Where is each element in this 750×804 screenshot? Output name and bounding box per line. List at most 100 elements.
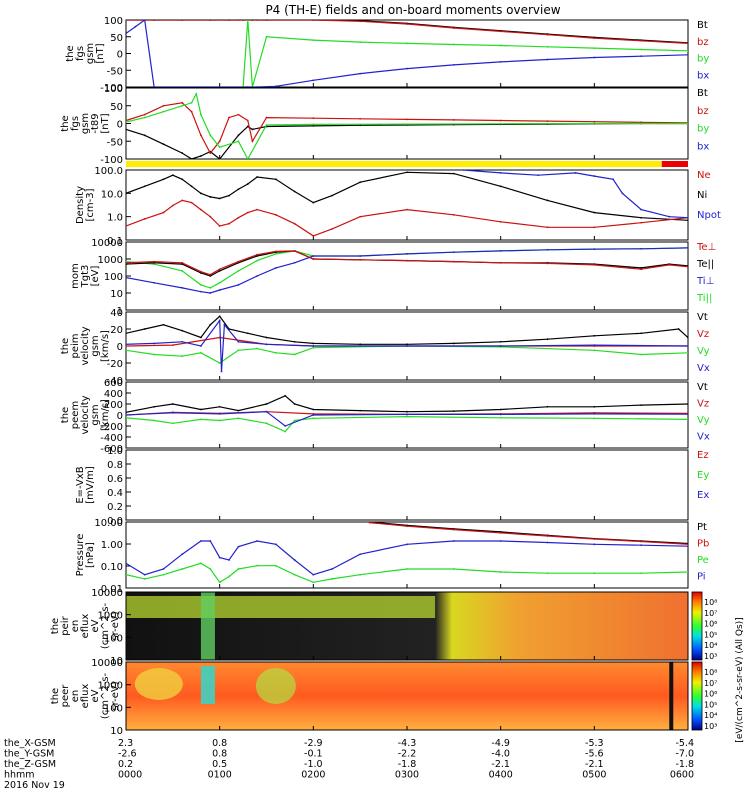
panel-frame: [125, 449, 689, 521]
data-point: [126, 192, 127, 195]
data-point: [200, 272, 202, 274]
data-point: [228, 559, 230, 561]
data-point: [265, 343, 268, 346]
legend-entry: by: [697, 124, 709, 135]
series-line-vt: [126, 315, 688, 345]
data-point: [546, 226, 549, 229]
ephemeris-value: -2.1: [585, 759, 604, 770]
ephemeris-value: 0.8: [212, 738, 227, 749]
data-point: [452, 119, 455, 121]
legend-entry: Ti⊥: [696, 276, 714, 287]
data-point: [181, 261, 184, 264]
data-point: [209, 323, 212, 326]
data-point: [312, 408, 315, 411]
data-point: [546, 572, 549, 575]
data-point: [406, 67, 408, 70]
data-point: [462, 170, 465, 171]
colorbar-tick-label: 10³: [704, 722, 717, 731]
spectrogram-band: [200, 666, 215, 704]
data-point: [687, 49, 688, 52]
ephemeris-value: -2.1: [491, 759, 510, 770]
data-point: [274, 564, 277, 567]
data-point: [256, 255, 259, 257]
data-point: [126, 32, 127, 35]
data-point: [546, 248, 549, 251]
data-point: [640, 268, 643, 271]
data-point: [256, 259, 259, 262]
ephemeris-value: 0000: [118, 770, 142, 781]
y-tick-label: 0.0: [107, 516, 123, 527]
legend-entry: Vy: [697, 346, 710, 357]
data-point: [687, 403, 688, 405]
data-point: [246, 332, 249, 335]
data-point: [256, 564, 259, 567]
data-point: [126, 349, 127, 352]
data-point: [668, 263, 671, 266]
data-point: [406, 525, 408, 528]
data-point: [143, 218, 146, 220]
series-line-npot: [463, 170, 688, 219]
series-line-vt: [126, 395, 688, 413]
data-point: [200, 192, 202, 195]
data-point: [237, 568, 240, 570]
data-point: [209, 134, 212, 137]
data-point: [171, 403, 174, 405]
data-point: [153, 342, 156, 345]
data-point: [209, 273, 212, 276]
y-tick-label: 0.6: [107, 474, 123, 485]
y-axis-label: the: [60, 338, 71, 354]
data-point: [640, 544, 643, 547]
data-point: [143, 134, 146, 137]
data-point: [218, 281, 221, 284]
data-point: [640, 216, 643, 219]
y-axis-label: (cm^2-s-: [100, 672, 111, 719]
data-point: [134, 25, 137, 28]
data-point: [452, 172, 455, 175]
ephemeris-value: -1.0: [304, 759, 323, 770]
data-point: [200, 408, 202, 411]
series-line-vy: [126, 415, 688, 433]
data-point: [246, 125, 249, 128]
legend-entry: Vx: [697, 432, 710, 443]
y-axis-label: velocity: [80, 395, 91, 434]
data-point: [499, 119, 502, 122]
data-point: [546, 262, 549, 265]
ephemeris-row-label: the_X-GSM: [4, 738, 56, 749]
data-point: [406, 568, 408, 570]
data-point: [256, 253, 259, 256]
data-point: [162, 104, 165, 107]
y-axis-label: eflux: [80, 614, 91, 639]
data-point: [406, 208, 408, 211]
data-point: [293, 249, 296, 252]
legend-entry: Ex: [697, 490, 709, 501]
data-point: [687, 246, 688, 249]
y-tick-label: 0: [117, 120, 123, 131]
data-point: [200, 283, 202, 286]
y-axis-label: the: [60, 115, 71, 131]
data-point: [499, 185, 502, 188]
data-point: [143, 185, 146, 188]
data-point: [200, 345, 202, 347]
data-point: [218, 581, 221, 584]
spectrogram-band: [126, 596, 436, 618]
y-tick-label: 10000: [91, 658, 123, 669]
data-point: [546, 338, 549, 341]
legend-entry: Vy: [697, 415, 710, 426]
data-point: [181, 329, 184, 332]
colorbar: [691, 591, 703, 661]
data-point: [406, 252, 408, 255]
data-point: [687, 219, 688, 222]
data-point: [640, 353, 643, 356]
data-point: [246, 158, 249, 159]
data-point: [246, 86, 249, 87]
legend-entry: Te⊥: [696, 242, 716, 253]
legend-entry: by: [697, 54, 709, 65]
y-tick-label: 50: [110, 102, 123, 113]
data-point: [153, 405, 156, 408]
data-point: [209, 196, 212, 198]
y-tick-label: -40: [107, 376, 123, 387]
data-point: [687, 336, 688, 339]
data-point: [668, 215, 671, 218]
legend-entry: Pb: [697, 539, 709, 550]
